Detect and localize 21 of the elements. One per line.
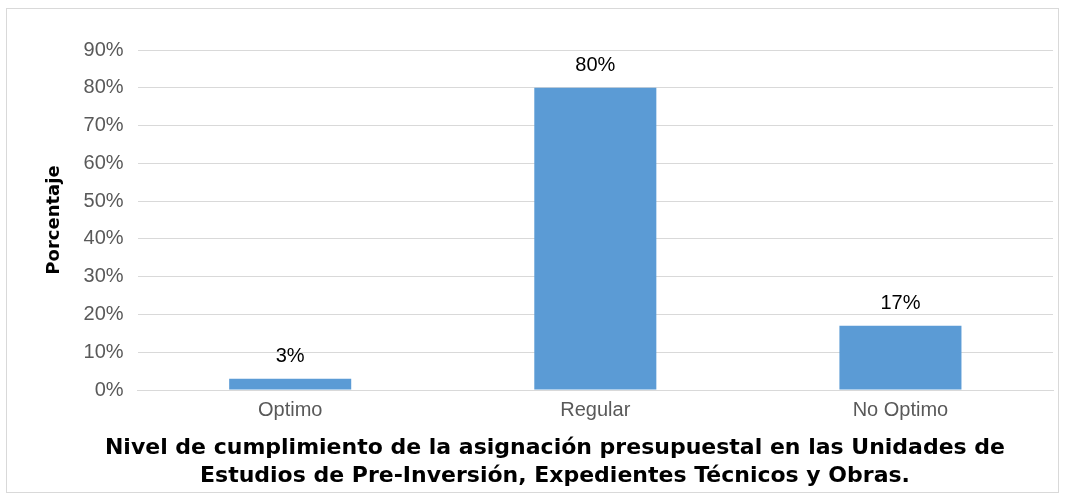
x-tick-label: No Optimo [852,397,949,420]
y-tick-label: 90% [83,37,124,60]
bar [534,87,657,390]
y-tick-label: 0% [94,377,124,400]
data-label: 80% [575,53,616,76]
x-tick-label: Regular [560,397,631,420]
y-tick-label: 10% [83,339,124,362]
text: Nivel de cumplimiento de la asignación presupuestal en las Unidades de Estudios de Pre-Inversión, Expedientes Técnicos y Obras. [103,433,1007,489]
y-tick-label: 80% [83,75,124,98]
y-tick-label: 30% [83,264,124,287]
x-tick-label: Optimo [257,397,323,420]
y-tick-label: 70% [83,113,124,136]
y-tick-label: 50% [83,188,124,211]
data-label: 3% [275,344,305,367]
y-tick-label: 20% [83,301,124,324]
y-axis-title: Porcentaje [42,165,64,275]
data-label: 17% [880,291,921,314]
bar [839,325,962,390]
y-tick-label: 60% [83,150,124,173]
y-tick-label: 40% [83,226,124,249]
bar [229,378,352,390]
